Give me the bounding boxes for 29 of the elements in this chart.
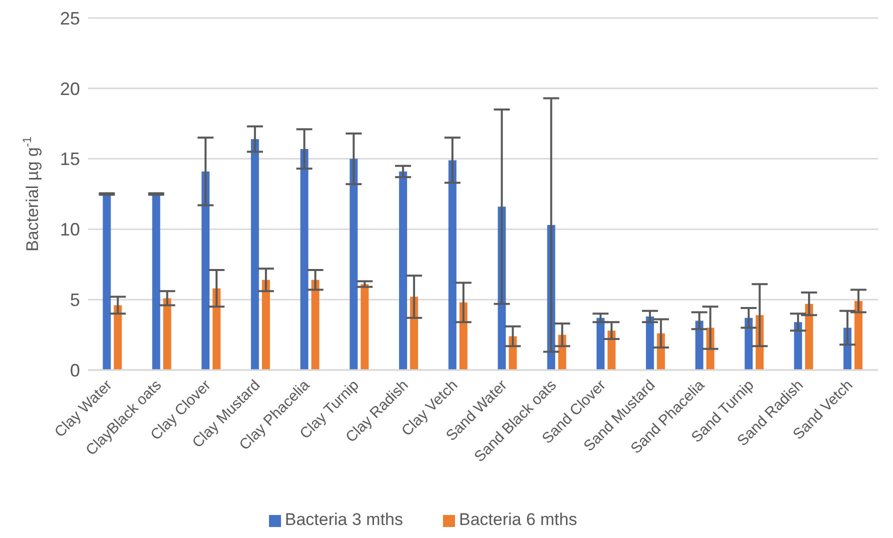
y-tick-label: 15	[60, 149, 80, 170]
bar	[202, 171, 210, 370]
bar	[250, 139, 259, 370]
y-tick-label: 25	[60, 8, 80, 28]
bar	[596, 318, 605, 370]
bar	[350, 158, 358, 370]
bar	[360, 284, 369, 370]
bar	[311, 280, 320, 370]
bar	[805, 304, 814, 370]
y-tick-label: 20	[60, 78, 80, 99]
legend-label: Bacteria 3 mths	[284, 510, 403, 529]
bar	[854, 301, 862, 370]
y-tick-label: 5	[70, 290, 80, 310]
y-tick-label: 10	[60, 220, 80, 240]
bar	[744, 318, 753, 370]
bar	[794, 322, 802, 370]
bar	[695, 320, 704, 370]
bar	[399, 171, 408, 370]
bar	[448, 160, 456, 370]
bar	[163, 298, 172, 370]
legend-label: Bacteria 6 mths	[459, 510, 578, 529]
bar	[212, 288, 221, 370]
bar	[646, 316, 654, 370]
bar	[262, 280, 270, 370]
y-tick-label: 0	[70, 360, 80, 380]
bar	[300, 148, 308, 370]
bar	[152, 194, 160, 370]
bar	[114, 305, 122, 370]
bar	[102, 194, 111, 370]
